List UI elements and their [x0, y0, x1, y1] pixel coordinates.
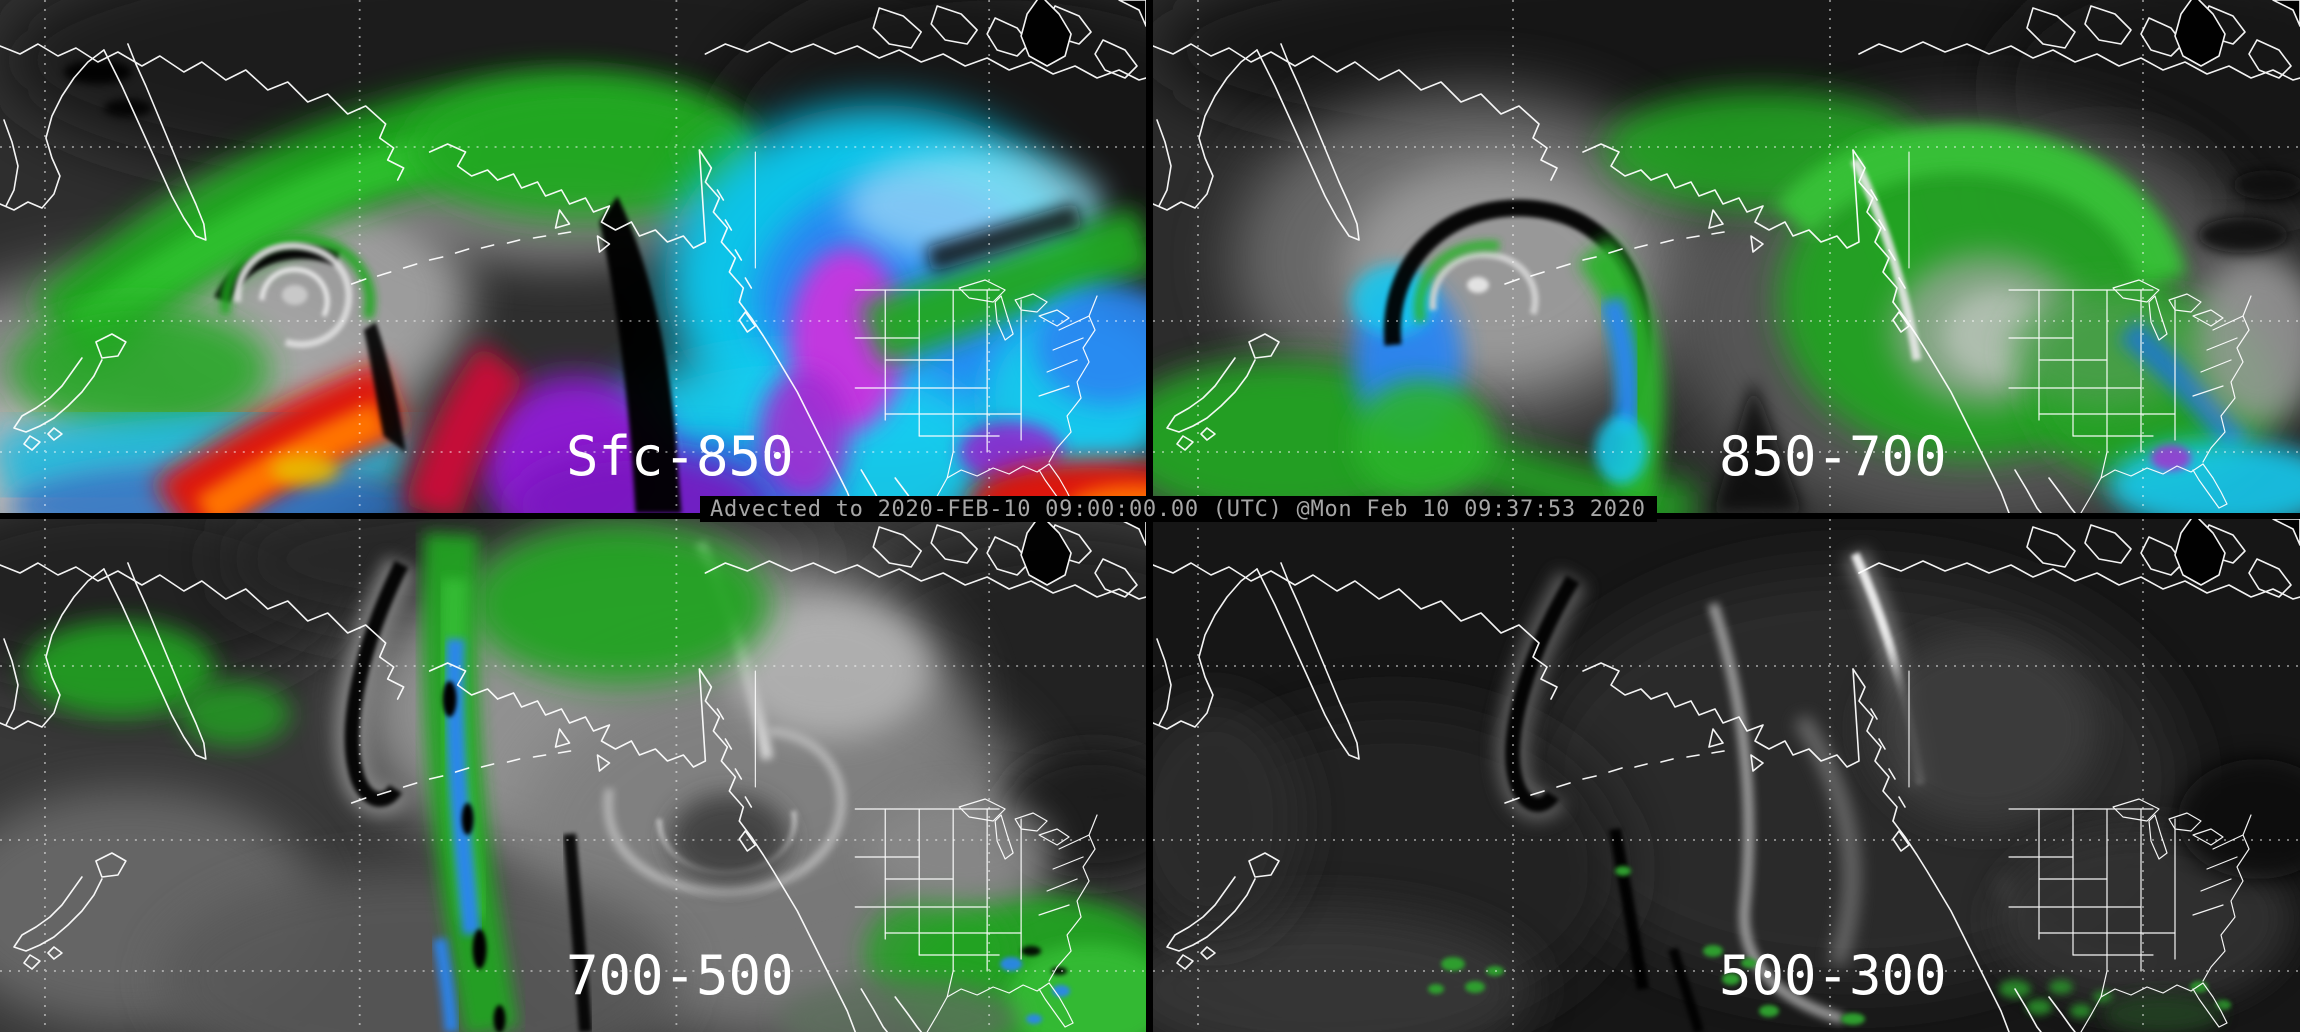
- satellite-imagery-700-500: [0, 519, 1146, 1032]
- timestamp-banner: Advected to 2020-FEB-10 09:00:00.00 (UTC…: [700, 496, 1657, 522]
- timestamp-text: Advected to 2020-FEB-10 09:00:00.00 (UTC…: [710, 496, 1646, 522]
- panel-label-500-300: 500-300: [1719, 944, 1947, 1007]
- moisture-field-700-500: [0, 519, 1146, 1032]
- moisture-field-500-300: [1153, 549, 2300, 1032]
- panel-label-sfc-850: Sfc-850: [566, 425, 794, 488]
- panel-500-300: 500-300: [1153, 519, 2300, 1032]
- moisture-field-sfc-850: [0, 0, 1146, 513]
- satellite-imagery-500-300: [1153, 519, 2300, 1032]
- satellite-imagery-sfc-850: [0, 0, 1146, 513]
- panel-label-850-700: 850-700: [1719, 425, 1947, 488]
- panel-sfc-850: Sfc-850: [0, 0, 1146, 513]
- panel-label-700-500: 700-500: [566, 944, 794, 1007]
- moisture-field-850-700: [1153, 0, 2300, 513]
- satellite-imagery-850-700: [1153, 0, 2300, 513]
- panel-700-500: 700-500: [0, 519, 1146, 1032]
- panel-850-700: 850-700: [1153, 0, 2300, 513]
